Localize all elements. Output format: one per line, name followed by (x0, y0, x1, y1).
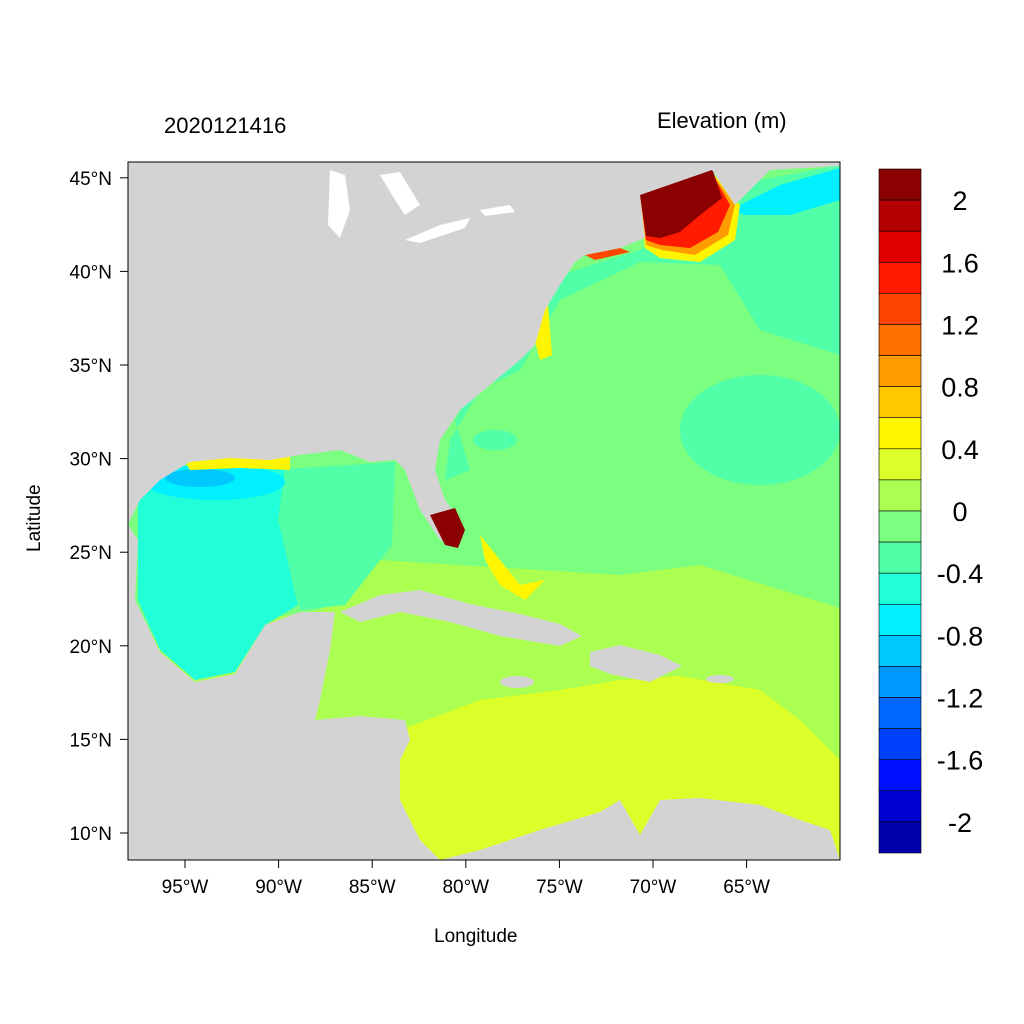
bahamas-surge (480, 535, 545, 600)
colorbar-box (878, 448, 922, 481)
long-island-sound-surge (585, 248, 630, 260)
colorbar-label: -1.6 (937, 746, 984, 776)
colorbar-box (878, 168, 922, 201)
colorbar-box (878, 572, 922, 605)
y-axis-label: Latitude (24, 484, 45, 552)
y-tick-label: 35°N (70, 356, 112, 377)
y-tick-label: 40°N (70, 262, 112, 283)
colorbar-title: Elevation (m) (657, 108, 787, 133)
colorbar-label: 1.6 (941, 248, 979, 278)
gulf-center-region (270, 462, 395, 610)
x-axis: 95°W 90°W 85°W 80°W 75°W 70°W 65°W (162, 860, 770, 898)
x-tick-label: 65°W (723, 877, 770, 898)
colorbar-box (878, 261, 922, 294)
florida-tip-surge (430, 508, 465, 548)
colorbar-label: -0.8 (937, 621, 984, 651)
x-tick-label: 80°W (442, 877, 489, 898)
atlantic-east-region (680, 375, 840, 485)
y-tick-label: 10°N (70, 824, 112, 845)
map-area (128, 162, 840, 860)
colorbar-box (878, 324, 922, 356)
y-tick-label: 25°N (70, 543, 112, 564)
atlantic-blob (473, 430, 517, 450)
colorbar-label: 0.8 (941, 373, 979, 403)
date-label: 2020121416 (164, 113, 287, 138)
colorbar-box (878, 541, 922, 574)
colorbar-box (878, 386, 922, 419)
colorbar-box (878, 199, 922, 232)
colorbar-box (878, 230, 922, 263)
colorbar-box (878, 821, 922, 854)
x-tick-label: 85°W (349, 877, 396, 898)
north-america-land (128, 162, 840, 545)
mexico-central-america-land (128, 525, 440, 860)
y-tick-label: 30°N (70, 450, 112, 471)
lake-ontario (480, 205, 515, 216)
surge-max (640, 168, 722, 238)
colorbar-label: 1.2 (941, 310, 979, 340)
colorbar-box (878, 293, 922, 325)
colorbar-label: 0 (952, 497, 967, 527)
x-axis-label: Longitude (434, 926, 518, 947)
gulf-west-region (138, 468, 298, 680)
x-tick-label: 70°W (630, 877, 677, 898)
nova-scotia-low-region (730, 168, 840, 215)
colorbar-box (878, 510, 922, 543)
lake-huron (380, 172, 420, 215)
colorbar-label: -2 (948, 808, 972, 838)
colorbar-box (878, 355, 922, 387)
colorbar-box (878, 635, 922, 667)
atlantic-coastal-region (445, 165, 840, 480)
y-axis: 10°N 15°N 20°N 25°N 30°N 35°N 40°N 45°N (70, 169, 128, 845)
lake-erie (405, 218, 470, 243)
lake-michigan (328, 170, 350, 238)
y-tick-label: 15°N (70, 730, 112, 751)
colorbar-box (878, 759, 922, 792)
plot-frame (127, 161, 841, 861)
colorbar-box (878, 666, 922, 698)
colorbar-box (878, 697, 922, 729)
x-tick-label: 95°W (162, 877, 209, 898)
colorbar-box (878, 728, 922, 761)
colorbar-label: -0.4 (937, 559, 984, 589)
colorbar-label: -1.2 (937, 684, 984, 714)
colorbar-box (878, 417, 922, 450)
puerto-rico-land (706, 675, 734, 683)
colorbar-box (878, 603, 922, 636)
x-tick-label: 90°W (255, 877, 302, 898)
x-tick-label: 75°W (536, 877, 583, 898)
cuba-land (340, 590, 582, 646)
colorbar: 2 1.6 1.2 0.8 0.4 0 -0.4 -0.8 -1.2 -1.6 -2 (878, 168, 984, 854)
colorbar-label: 2 (952, 186, 967, 216)
y-tick-label: 45°N (70, 169, 112, 190)
south-america-land (440, 798, 840, 860)
colorbar-box (878, 790, 922, 823)
colorbar-box (878, 479, 922, 512)
colorbar-label: 0.4 (941, 435, 979, 465)
y-tick-label: 20°N (70, 637, 112, 658)
jamaica-land (500, 676, 534, 688)
gulf-lowest-region (165, 469, 235, 487)
hispaniola-land (590, 645, 682, 682)
